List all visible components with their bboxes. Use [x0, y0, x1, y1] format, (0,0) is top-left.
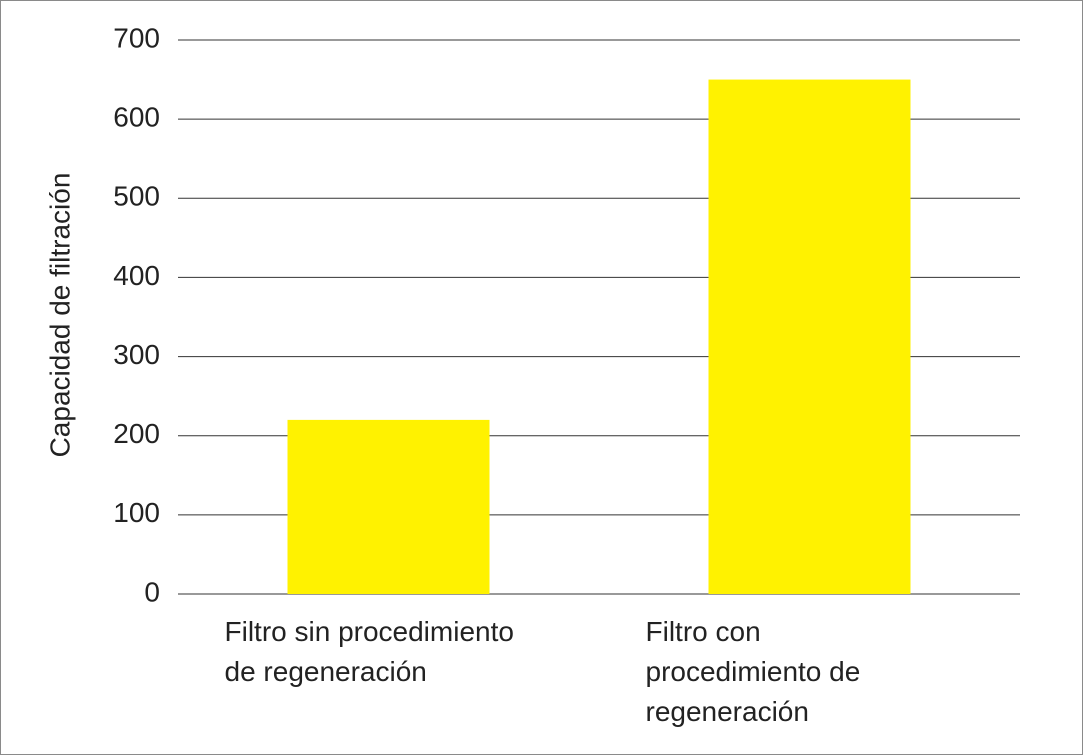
x-tick-label: Filtro con procedimiento de regeneración — [645, 616, 861, 727]
x-tick-label: Filtro sin procedimiento de regeneración — [224, 616, 514, 687]
bar — [708, 79, 911, 595]
y-tick-label: 400 — [113, 260, 160, 291]
y-tick-label: 0 — [144, 576, 160, 607]
y-tick-label: 700 — [113, 22, 160, 53]
y-tick-label: 300 — [113, 339, 160, 370]
bar — [287, 419, 490, 594]
y-tick-label: 100 — [113, 497, 160, 528]
y-tick-label: 600 — [113, 102, 160, 133]
y-tick-label: 500 — [113, 181, 160, 212]
y-axis-label: Capacidad de filtración — [44, 173, 75, 458]
y-tick-label: 200 — [113, 418, 160, 449]
